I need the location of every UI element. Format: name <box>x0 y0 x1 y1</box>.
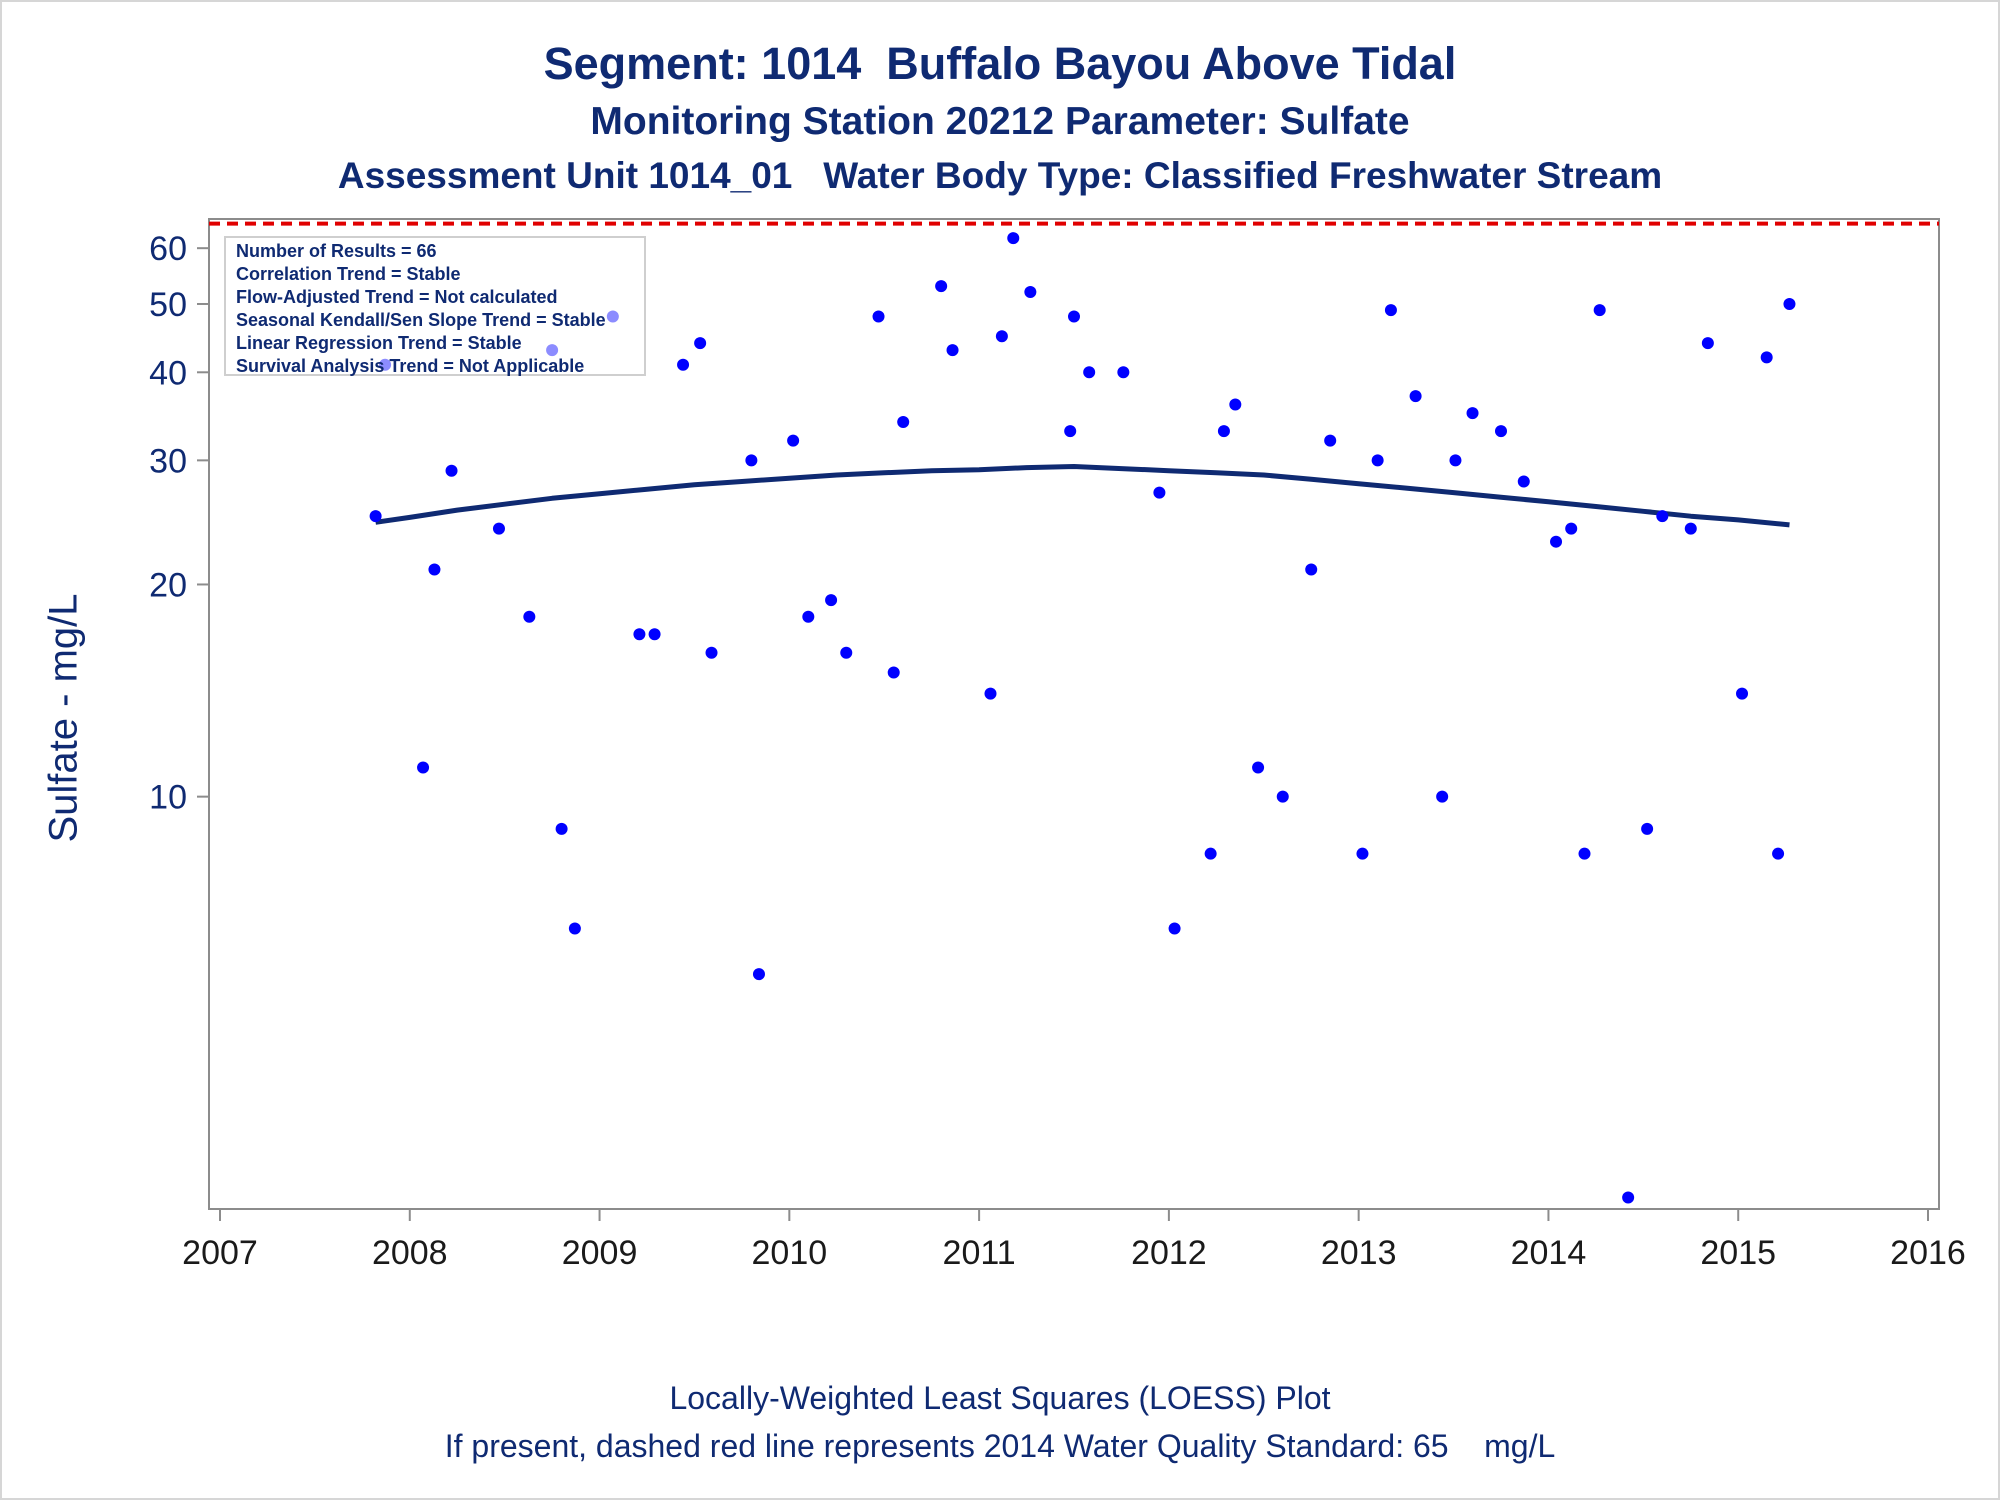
data-point <box>428 563 441 576</box>
data-point <box>1217 425 1230 438</box>
x-tick-label: 2012 <box>1131 1234 1207 1272</box>
data-point <box>555 822 568 835</box>
data-point <box>1384 304 1397 317</box>
data-point <box>1449 454 1462 467</box>
data-point <box>1701 337 1714 350</box>
data-point <box>1153 486 1166 499</box>
data-point <box>694 337 707 350</box>
x-tick-label: 2011 <box>943 1234 1016 1272</box>
data-points <box>369 232 1796 1204</box>
chart-subtitle-assessment: Assessment Unit 1014_01 Water Body Type:… <box>337 155 1663 196</box>
data-point <box>1324 434 1337 447</box>
data-point <box>745 454 758 467</box>
plot-area <box>208 218 1940 1210</box>
stat-number-of-results: Number of Results = 66 <box>236 241 437 261</box>
data-point <box>677 358 690 371</box>
data-point <box>1641 822 1654 835</box>
data-point <box>984 687 997 700</box>
stat-seasonal-kendall-trend: Seasonal Kendall/Sen Slope Trend = Stabl… <box>236 310 606 330</box>
x-axis: 2007 2008 2009 2010 2011 2012 2013 2014 2015 2016 <box>182 1209 1966 1272</box>
data-point <box>1229 398 1242 411</box>
data-point <box>417 761 430 774</box>
data-point <box>1783 297 1796 310</box>
y-tick-label: 20 <box>149 566 187 604</box>
data-point <box>523 610 536 623</box>
data-point <box>752 968 765 981</box>
x-tick-label: 2007 <box>182 1234 258 1272</box>
y-tick-label: 50 <box>149 286 187 324</box>
x-tick-label: 2009 <box>562 1234 638 1272</box>
data-point <box>1436 790 1449 803</box>
chart-title: Segment: 1014 Buffalo Bayou Above Tidal <box>543 38 1457 89</box>
data-point <box>1550 535 1563 548</box>
y-tick-label: 30 <box>149 442 187 480</box>
data-point <box>648 628 661 641</box>
data-point <box>1204 847 1217 860</box>
data-point <box>1083 366 1096 379</box>
data-point <box>787 434 800 447</box>
data-point <box>1622 1191 1635 1204</box>
data-point <box>1371 454 1384 467</box>
data-point <box>1565 522 1578 535</box>
data-point <box>1064 425 1077 438</box>
data-point <box>1409 390 1422 403</box>
data-point <box>1736 687 1749 700</box>
data-point <box>369 510 382 523</box>
data-point <box>825 594 838 607</box>
data-point <box>802 610 815 623</box>
loess-curve <box>375 464 1790 528</box>
x-tick-label: 2016 <box>1890 1234 1966 1272</box>
statistics-inset: Number of Results = 66 Correlation Trend… <box>224 236 646 376</box>
data-point <box>897 416 910 429</box>
data-point <box>1276 790 1289 803</box>
data-point <box>705 646 718 659</box>
x-tick-label: 2015 <box>1700 1234 1776 1272</box>
y-tick-label: 60 <box>149 230 187 268</box>
data-point <box>1356 847 1369 860</box>
x-tick-label: 2013 <box>1321 1234 1397 1272</box>
stat-survival-analysis-trend: Survival Analysis Trend = Not Applicable <box>236 356 585 376</box>
data-point <box>1068 310 1080 323</box>
stat-linear-regression-trend: Linear Regression Trend = Stable <box>236 333 522 353</box>
data-point <box>1305 563 1318 576</box>
data-point <box>1772 847 1785 860</box>
data-point <box>872 310 885 323</box>
data-point <box>995 330 1008 343</box>
data-point <box>568 922 581 935</box>
data-point <box>1495 425 1507 438</box>
data-point <box>1760 351 1773 364</box>
x-tick-label: 2008 <box>372 1234 448 1272</box>
stat-flow-adjusted-trend: Flow-Adjusted Trend = Not calculated <box>236 287 558 307</box>
data-point <box>1578 847 1591 860</box>
y-tick-label: 40 <box>149 354 187 392</box>
data-point <box>1252 761 1265 774</box>
y-tick-label: 10 <box>149 779 187 817</box>
data-point <box>633 628 646 641</box>
data-point <box>1466 407 1479 420</box>
x-tick-label: 2014 <box>1511 1234 1587 1272</box>
data-point <box>935 280 948 293</box>
y-axis: 10 20 30 40 50 60 <box>149 230 209 817</box>
data-point <box>1593 304 1606 317</box>
data-point <box>1168 922 1181 935</box>
data-point <box>946 344 959 357</box>
data-point <box>887 666 900 679</box>
data-point <box>1684 522 1697 535</box>
data-point <box>840 646 853 659</box>
data-point <box>492 522 505 535</box>
data-point <box>1007 232 1020 245</box>
x-tick-label: 2010 <box>752 1234 828 1272</box>
chart-subtitle-station: Monitoring Station 20212 Parameter: Sulf… <box>590 100 1410 143</box>
footer-plot-type: Locally-Weighted Least Squares (LOESS) P… <box>669 1380 1331 1416</box>
footer-standard-note: If present, dashed red line represents 2… <box>444 1428 1556 1464</box>
stat-correlation-trend: Correlation Trend = Stable <box>236 264 461 284</box>
data-point <box>1117 366 1130 379</box>
data-point <box>1517 475 1530 488</box>
data-point <box>1024 285 1037 298</box>
data-point <box>1656 510 1669 523</box>
data-point <box>445 464 458 477</box>
